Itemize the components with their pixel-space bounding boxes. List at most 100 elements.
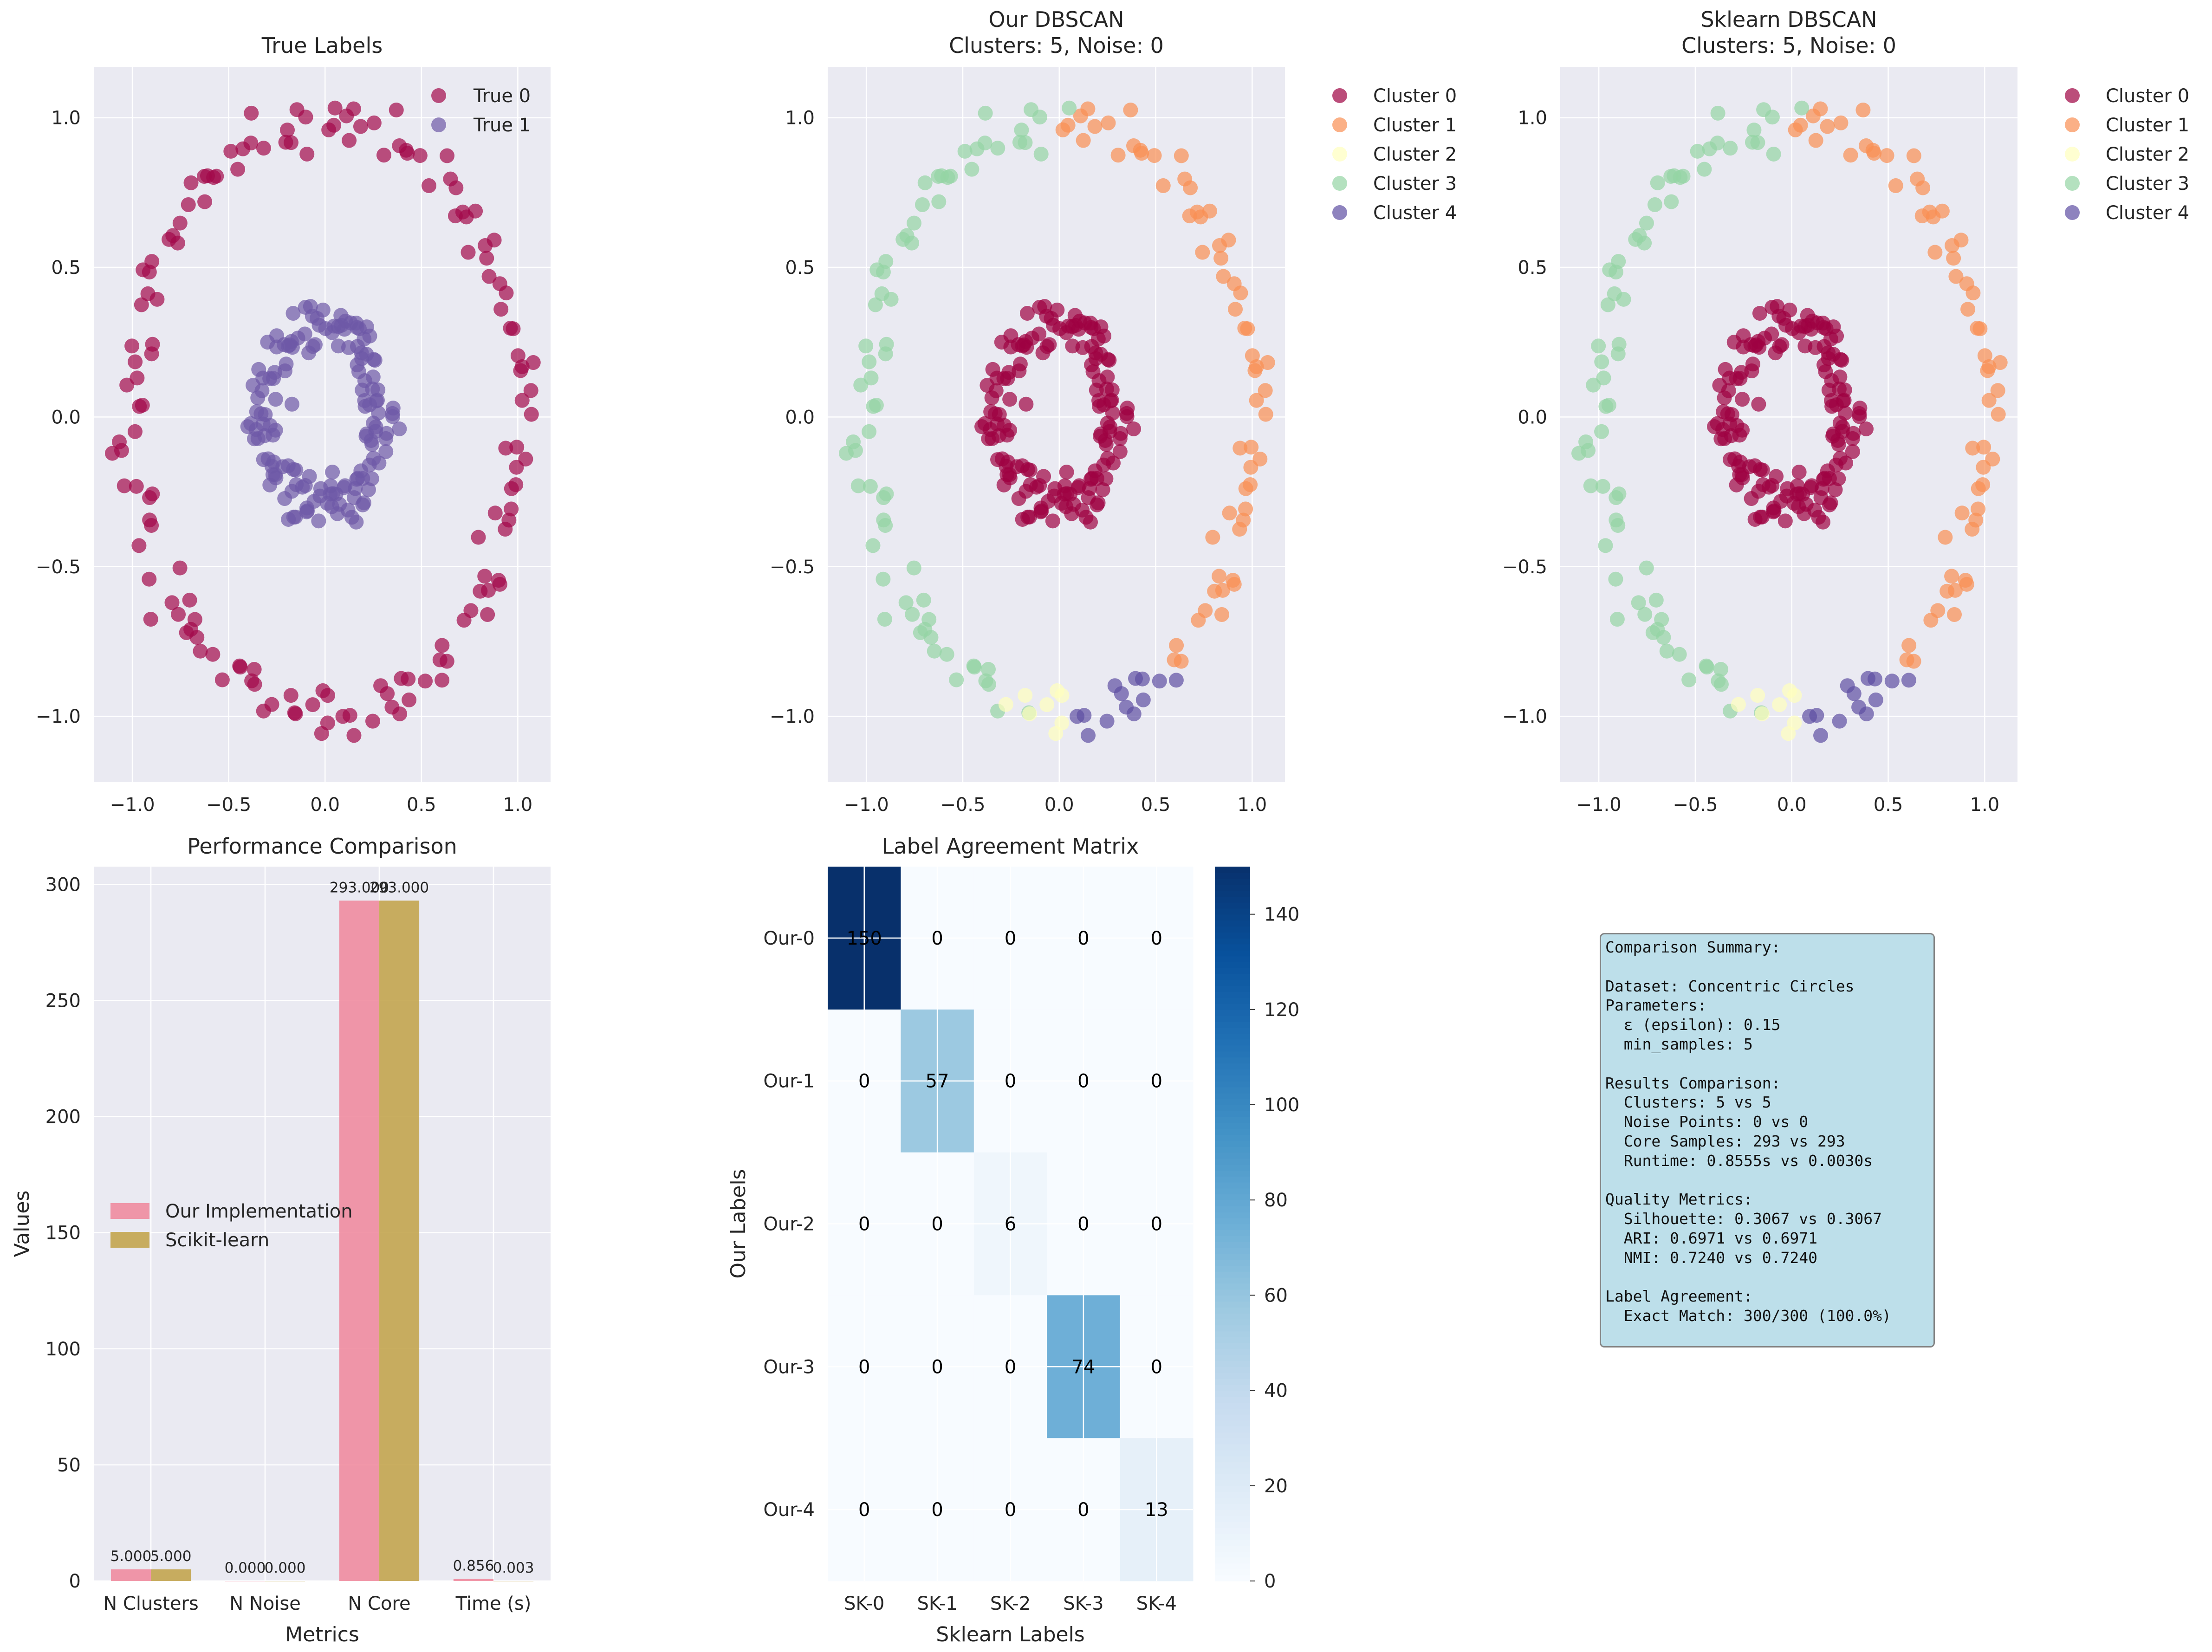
true_labels-point [471,530,486,545]
colorbar-segment [1215,1057,1250,1064]
our_dbscan-title-line1: Our DBSCAN [988,7,1124,32]
colorbar-segment [1215,1230,1250,1236]
colorbar-segment [1215,1313,1250,1320]
sklearn_dbscan-point [1976,440,1991,455]
colorbar-segment [1215,1289,1250,1296]
true_labels-point [362,328,377,343]
true_labels-point [514,393,530,408]
agreement-cell-value: 0 [858,1214,870,1235]
colorbar-segment [1215,1479,1250,1486]
agreement-xtick-label: SK-3 [1063,1593,1103,1614]
true_labels-point [265,467,280,482]
colorbar-segment [1215,1319,1250,1326]
agreement-title: Label Agreement Matrix [882,834,1139,859]
true_labels-point [392,706,408,721]
true_labels-point [491,573,506,588]
colorbar-segment [1215,1211,1250,1218]
sklearn_dbscan-point [1826,426,1841,441]
colorbar-segment [1215,1194,1250,1200]
colorbar-segment [1215,962,1250,968]
our_dbscan-point [1090,497,1105,512]
our_dbscan-point [1081,728,1096,743]
our_dbscan-point [877,612,892,627]
colorbar-segment [1215,1253,1250,1260]
sklearn_dbscan-point [1811,510,1826,525]
sklearn_dbscan-legend-marker [2065,176,2080,191]
sklearn_dbscan-point [1906,654,1921,669]
sklearn_dbscan-point [1756,102,1771,117]
sklearn_dbscan-xtick-label: 0.5 [1874,794,1903,816]
sklearn_dbscan-point [1702,141,1717,156]
colorbar-segment [1215,1343,1250,1349]
our_dbscan-point [969,141,985,156]
sklearn_dbscan-point [1788,122,1803,137]
our_dbscan-point [1147,148,1162,163]
our_dbscan-point [1102,353,1117,368]
true_labels-point [254,383,270,398]
our_dbscan-point [1015,512,1030,527]
agreement-ytick-label: Our-1 [763,1071,815,1092]
our_dbscan-point [1050,302,1065,317]
our_dbscan-point [1247,363,1263,378]
sklearn_dbscan-point [1947,583,1963,598]
our_dbscan-point [1114,686,1129,701]
performance-bar [151,1569,191,1581]
true_labels-point [315,302,331,317]
colorbar-segment [1215,926,1250,933]
our_dbscan-legend-label: Cluster 0 [1373,85,1457,107]
sklearn_dbscan-point [1805,108,1821,123]
our_dbscan-point [1237,321,1252,336]
performance-title: Performance Comparison [187,834,457,859]
sklearn_dbscan-point [1777,513,1793,529]
colorbar-segment [1215,938,1250,945]
colorbar-segment [1215,914,1250,921]
true_labels-point [193,643,208,659]
sklearn_dbscan-point [1971,501,1986,517]
colorbar-segment [1215,1575,1250,1581]
colorbar-segment [1215,1152,1250,1159]
sklearn_dbscan-point [1594,424,1609,439]
colorbar-segment [1215,1069,1250,1075]
sklearn_dbscan-point [1755,706,1770,721]
our_dbscan-point [1238,501,1253,517]
sklearn_dbscan-point [1631,595,1646,610]
true_labels-point [365,369,381,385]
our_dbscan-point [1232,441,1248,456]
true_labels-point [362,397,377,413]
sklearn_dbscan-ytick-label: 1.0 [1518,108,1547,129]
agreement-ytick-label: Our-0 [763,928,815,949]
true_labels-point [119,377,135,393]
colorbar-segment [1215,1414,1250,1421]
sklearn_dbscan-point [1816,472,1831,487]
sklearn_dbscan-point [1797,338,1813,354]
true_labels-point [268,392,283,407]
true_labels-point [256,452,271,467]
true_labels-ytick-label: 1.0 [51,108,81,129]
true_labels-point [392,421,407,436]
sklearn_dbscan-point [1697,162,1712,177]
our_dbscan-point [1012,363,1027,379]
colorbar-segment [1215,1241,1250,1248]
agreement-cell-value: 0 [1077,1214,1089,1235]
colorbar-segment [1215,1224,1250,1231]
colorbar-segment [1215,985,1250,992]
agreement-cell-value: 0 [931,1499,943,1521]
performance-ytick-label: 200 [45,1107,81,1128]
our_dbscan-point [990,141,1005,156]
performance-ytick-label: 250 [45,990,81,1011]
true_labels-point [128,354,143,369]
sklearn_dbscan-point [1804,478,1819,493]
sklearn_dbscan-point [1977,348,1992,363]
sklearn_dbscan-point [1594,354,1609,369]
colorbar-segment [1215,1462,1250,1469]
our_dbscan-point [876,512,891,528]
our_dbscan-point [1112,444,1128,459]
colorbar-segment [1215,1438,1250,1445]
sklearn_dbscan-point [1953,233,1969,248]
true_labels-point [477,569,493,584]
our_dbscan-point [1212,569,1227,584]
colorbar-segment [1215,1045,1250,1052]
true_labels-point [443,171,458,187]
colorbar-segment [1215,1259,1250,1266]
our_dbscan-point [1018,396,1034,412]
